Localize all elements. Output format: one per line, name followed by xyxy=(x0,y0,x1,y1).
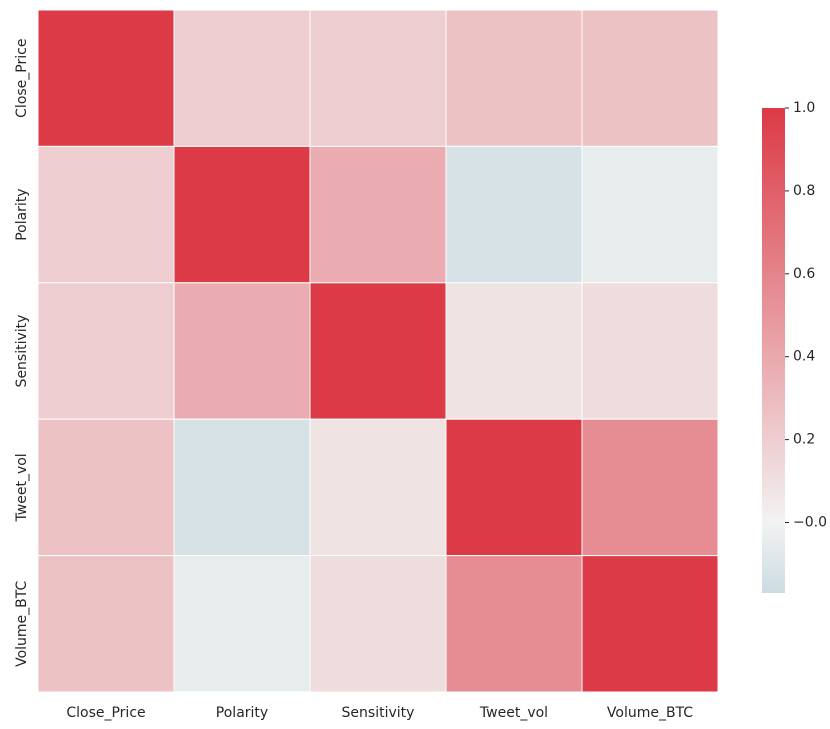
heatmap-cell xyxy=(173,282,311,420)
colorbar-gradient xyxy=(762,108,785,593)
colorbar-tick-label: 0.6 xyxy=(793,266,815,282)
heatmap-cell xyxy=(309,418,447,557)
column-label: Sensitivity xyxy=(342,705,415,721)
colorbar-tick-label: 0.8 xyxy=(793,183,815,199)
heatmap-cell xyxy=(173,418,311,557)
heatmap-cell xyxy=(37,282,175,420)
heatmap-cell xyxy=(173,145,311,284)
column-label: Close_Price xyxy=(66,705,145,721)
heatmap-cell xyxy=(581,9,719,147)
column-labels: Close_Price Polarity Sensitivity Tweet_vol V… xyxy=(66,705,693,721)
heatmap-cell xyxy=(37,418,175,557)
heatmap-cell xyxy=(445,282,583,420)
heatmap-cell xyxy=(37,555,175,693)
row-labels: Close_Price Polarity Sensitivity Tweet_vol V… xyxy=(14,39,30,667)
colorbar-tick-label: 0.4 xyxy=(793,349,815,365)
heatmap-cell xyxy=(37,9,175,147)
heatmap-cell xyxy=(309,145,447,284)
colorbar xyxy=(762,108,785,593)
heatmap-cell xyxy=(581,145,719,284)
heatmap-cell xyxy=(445,418,583,557)
heatmap-cell xyxy=(581,282,719,420)
colorbar-tick-label: 0.2 xyxy=(793,432,815,448)
column-label: Polarity xyxy=(216,705,268,721)
colorbar-tick-label: 1.0 xyxy=(793,100,815,116)
colorbar-ticks: −0.0 0.2 0.4 0.6 0.8 1.0 xyxy=(785,100,827,531)
heatmap-cell xyxy=(309,9,447,147)
heatmap-cell xyxy=(445,555,583,693)
row-label: Close_Price xyxy=(14,39,30,118)
colorbar-tick-label: −0.0 xyxy=(793,515,827,531)
heatmap-cells xyxy=(37,9,719,693)
row-label: Polarity xyxy=(14,188,30,240)
row-label: Sensitivity xyxy=(14,315,30,388)
heatmap-cell xyxy=(309,282,447,420)
heatmap-cell xyxy=(581,418,719,557)
column-label: Tweet_vol xyxy=(479,705,548,721)
column-label: Volume_BTC xyxy=(607,705,693,721)
row-label: Tweet_vol xyxy=(14,453,30,522)
heatmap-cell xyxy=(445,145,583,284)
heatmap-cell xyxy=(37,145,175,284)
heatmap-cell xyxy=(309,555,447,693)
row-label: Volume_BTC xyxy=(14,580,30,666)
heatmap-cell xyxy=(173,9,311,147)
heatmap-cell xyxy=(581,555,719,693)
heatmap-cell xyxy=(173,555,311,693)
heatmap-cell xyxy=(445,9,583,147)
